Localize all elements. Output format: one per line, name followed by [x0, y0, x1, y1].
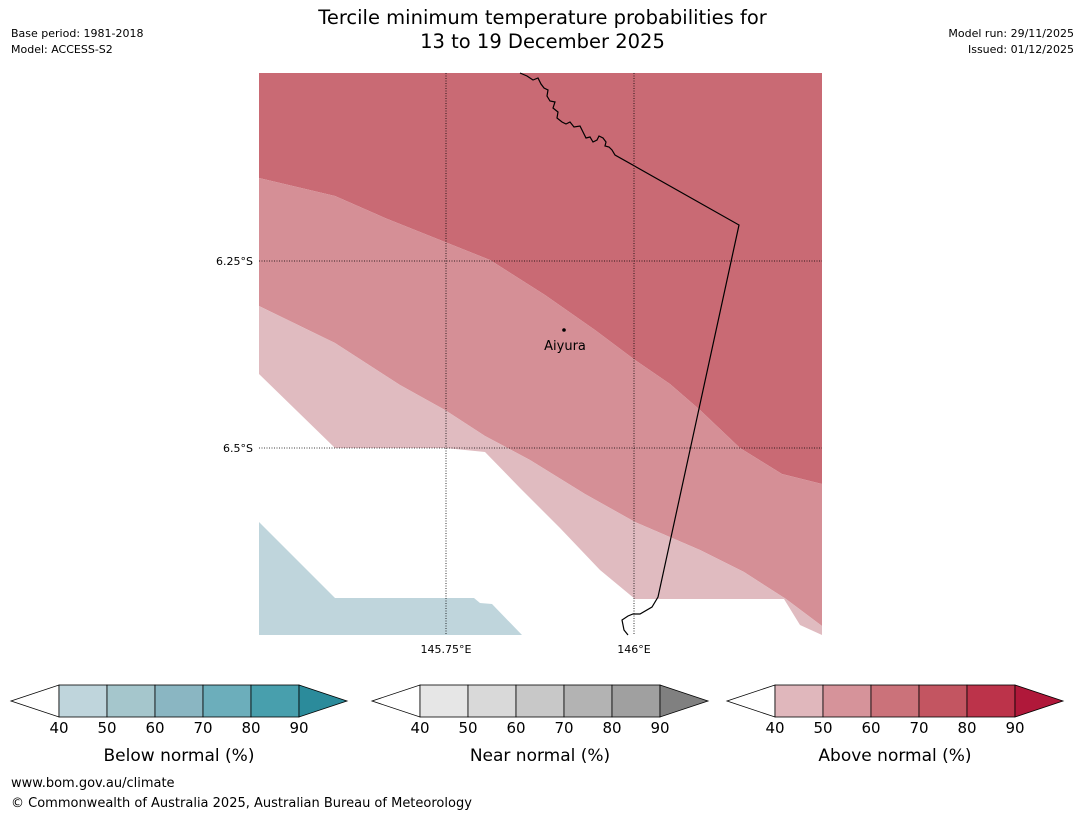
legend-2: 40 50 60 70 80 90 Above normal (%): [725, 684, 1065, 766]
meta-left: Base period: 1981-2018 Model: ACCESS-S2: [11, 26, 143, 58]
lon-label-146: 146°E: [617, 643, 650, 656]
model-run: Model run: 29/11/2025: [948, 27, 1074, 40]
place-label: Aiyura: [544, 339, 586, 354]
legend-0-swatch-3: [202, 684, 252, 718]
legend-1-swatch-2: [515, 684, 565, 718]
footer-copyright: © Commonwealth of Australia 2025, Austra…: [11, 796, 472, 811]
legend-2-swatch-4: [966, 684, 1016, 718]
footer-url: www.bom.gov.au/climate: [11, 776, 175, 791]
legend-0-tick-label: 40: [49, 719, 68, 737]
legend-2-swatch-2: [870, 684, 920, 718]
base-period: Base period: 1981-2018: [11, 27, 144, 40]
legend-2-tick-label: 80: [957, 719, 976, 737]
legend-1-title: Near normal (%): [470, 746, 610, 766]
issued-date: Issued: 01/12/2025: [967, 43, 1074, 56]
title-line-2: 13 to 19 December 2025: [420, 30, 665, 53]
legend-0-tick-label: 90: [289, 719, 308, 737]
legend-1-tick-label: 50: [458, 719, 477, 737]
legend-1-low-extension: [370, 684, 421, 718]
border-line: [519, 72, 740, 636]
legend-1-tick-label: 60: [506, 719, 525, 737]
legend-2-tick-label: 70: [909, 719, 928, 737]
meta-right: Model run: 29/11/2025 Issued: 01/12/2025: [948, 26, 1074, 58]
legend-1-tick-label: 80: [602, 719, 621, 737]
lon-label-145-75: 145.75°E: [421, 643, 472, 656]
map-title: Tercile minimum temperature probabilitie…: [0, 6, 1085, 54]
legend-2-tick-label: 50: [813, 719, 832, 737]
legends: 40 50 60 70 80 90 Below normal (%) 40 50 60 70 80 90…: [9, 684, 1065, 766]
above-normal-50-60-region: [259, 178, 822, 626]
legend-1-tick-label: 70: [554, 719, 573, 737]
legend-1-high-extension: [659, 684, 710, 718]
legend-1: 40 50 60 70 80 90 Near normal (%): [370, 684, 710, 766]
legend-1-swatch-4: [611, 684, 661, 718]
legend-1-swatch-1: [467, 684, 517, 718]
legend-1-tick-label: 90: [650, 719, 669, 737]
legend-1-swatch-3: [563, 684, 613, 718]
legend-0-low-extension: [9, 684, 60, 718]
model-name: Model: ACCESS-S2: [11, 43, 113, 56]
town-marker-dot: [562, 328, 566, 332]
legend-0-tick-label: 70: [193, 719, 212, 737]
lat-label-6-25: 6.25°S: [216, 255, 253, 268]
legend-2-swatch-1: [822, 684, 872, 718]
legend-2-high-extension: [1014, 684, 1065, 718]
legend-2-low-extension: [725, 684, 776, 718]
legend-0-tick-label: 60: [145, 719, 164, 737]
above-normal-40-50-region: [259, 306, 822, 635]
legend-0-swatch-2: [154, 684, 204, 718]
legend-2-tick-label: 60: [861, 719, 880, 737]
map-plot-area: Aiyura: [259, 72, 822, 636]
graticule: [259, 73, 822, 635]
legend-2-swatch-0: [774, 684, 824, 718]
legend-0: 40 50 60 70 80 90 Below normal (%): [9, 684, 349, 766]
legend-0-swatch-0: [58, 684, 108, 718]
map: Aiyura 6.25°S 6.5°S 145.75°E 146°E: [216, 72, 822, 656]
footer: www.bom.gov.au/climate © Commonwealth of…: [11, 774, 472, 814]
legend-2-swatch-3: [918, 684, 968, 718]
legend-1-tick-label: 40: [410, 719, 429, 737]
legend-0-title: Below normal (%): [104, 746, 255, 766]
above-normal-60-70-region: [259, 73, 822, 484]
legend-1-swatch-0: [419, 684, 469, 718]
legend-0-tick-label: 80: [241, 719, 260, 737]
legend-2-tick-label: 90: [1005, 719, 1024, 737]
legend-0-high-extension: [298, 684, 349, 718]
lat-label-6-5: 6.5°S: [223, 442, 253, 455]
legend-2-tick-label: 40: [765, 719, 784, 737]
legend-0-swatch-4: [250, 684, 300, 718]
title-line-1: Tercile minimum temperature probabilitie…: [318, 6, 767, 29]
legend-0-tick-label: 50: [97, 719, 116, 737]
legend-2-title: Above normal (%): [818, 746, 971, 766]
legend-0-swatch-1: [106, 684, 156, 718]
below-normal-40-50-region: [259, 522, 522, 635]
